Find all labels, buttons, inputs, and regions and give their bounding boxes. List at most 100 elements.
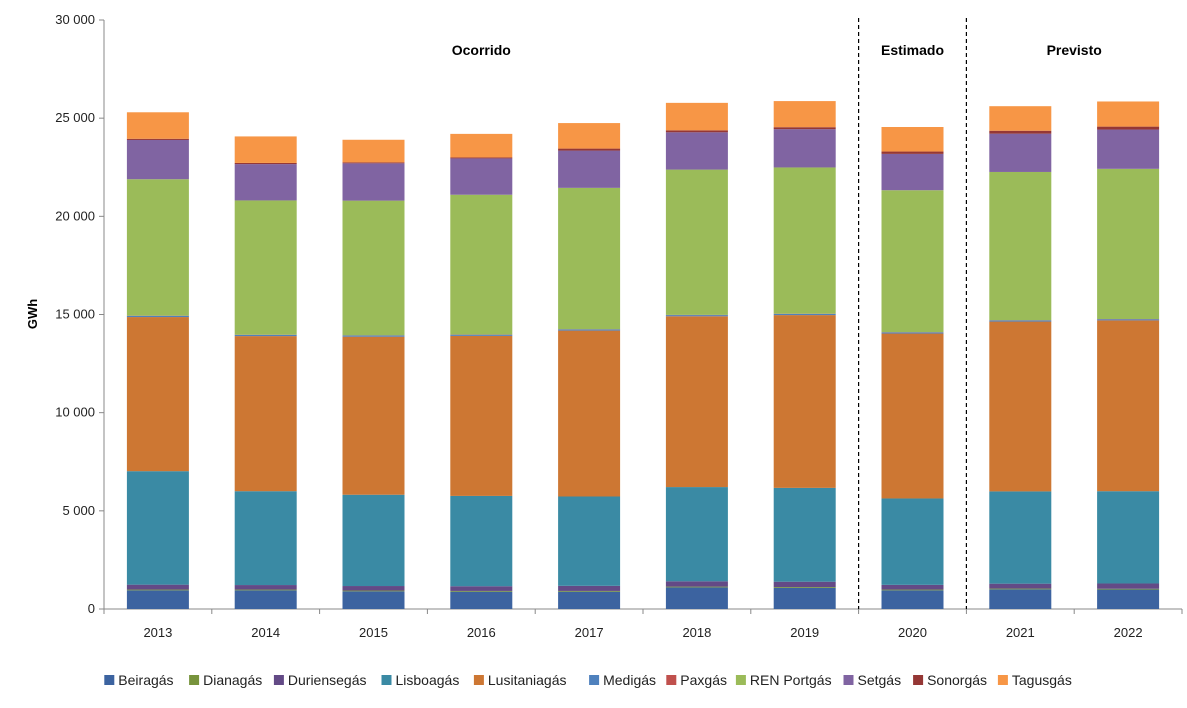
bar-segment (558, 496, 621, 586)
bar-segment (234, 590, 297, 609)
legend-swatch (473, 675, 484, 685)
bar-segment (881, 584, 944, 590)
bar-segment (773, 487, 836, 582)
bar-segment (558, 148, 621, 151)
bar-segment (450, 591, 513, 609)
bar-segment (234, 334, 297, 337)
bar-segment (126, 112, 189, 139)
bar-segment (989, 321, 1052, 492)
legend-label: Dianagás (203, 672, 262, 688)
x-tick-label: 2014 (251, 625, 280, 640)
bar-segment (1097, 320, 1160, 492)
bar-segment (773, 587, 836, 609)
bar-segment (989, 583, 1052, 589)
bar-segment (126, 317, 189, 472)
labels: Ocorrido Estimado Previsto (452, 42, 1102, 58)
bar-segment (881, 589, 944, 591)
bar-segment (234, 336, 297, 492)
bar-segment (342, 590, 405, 592)
bar-segment (450, 495, 513, 587)
x-tick-label: 2015 (359, 625, 388, 640)
legend-swatch (589, 675, 600, 685)
bar-segment (342, 494, 405, 587)
legend-label: Beiragás (118, 672, 173, 688)
bar-segment (450, 158, 513, 195)
bar-segment (126, 138, 189, 140)
bar-segment (342, 591, 405, 609)
bar-segment (342, 163, 405, 201)
bar-segment (773, 127, 836, 130)
bar-segment (558, 590, 621, 592)
legend-swatch (104, 675, 115, 685)
x-tick-label: 2020 (898, 625, 927, 640)
legend-swatch (666, 675, 677, 685)
bar-segment (1097, 491, 1160, 584)
bar-segment (989, 320, 1052, 322)
bar-segment (1097, 126, 1160, 130)
bar-segment (773, 129, 836, 168)
x-tick-label: 2018 (682, 625, 711, 640)
legend-label: Medigás (603, 672, 656, 688)
bar-segment (342, 139, 405, 163)
bar-segment (773, 313, 836, 316)
bar-segment (881, 498, 944, 585)
bar-segment (1097, 101, 1160, 127)
legend-label: REN Portgás (750, 672, 832, 688)
bar-segment (665, 587, 728, 609)
bar-segment (126, 179, 189, 316)
bar-segment (558, 123, 621, 149)
bar-segment (665, 581, 728, 587)
bar-segment (773, 587, 836, 588)
bar-segment (665, 130, 728, 133)
legend-label: Setgás (858, 672, 902, 688)
bar-segment (773, 315, 836, 488)
legend-label: Lisboagás (396, 672, 460, 688)
legend-label: Sonorgás (927, 672, 987, 688)
legend-label: Tagusgás (1012, 672, 1072, 688)
bar-segment (234, 491, 297, 586)
bar-segment (450, 586, 513, 591)
y-tick-label: 0 (88, 601, 95, 616)
bar-segment (1097, 129, 1160, 169)
bar-segment (881, 190, 944, 333)
bar-segment (342, 162, 405, 164)
legend-swatch (381, 675, 392, 685)
bar-segment (342, 586, 405, 591)
legend-label: Duriensegás (288, 672, 367, 688)
y-tick-label: 30 000 (55, 12, 95, 27)
bars (126, 101, 1160, 609)
legend-swatch (189, 675, 200, 685)
bar-segment (1097, 588, 1160, 590)
y-tick-label: 5 000 (62, 503, 95, 518)
bar-segment (1097, 589, 1160, 609)
bar-segment (665, 487, 728, 582)
bar-segment (450, 157, 513, 159)
y-tick-label: 20 000 (55, 208, 95, 223)
x-tick-label: 2019 (790, 625, 819, 640)
period-label: Ocorrido (452, 42, 511, 58)
bar-segment (665, 132, 728, 170)
bar-segment (1097, 319, 1160, 321)
bar-segment (665, 169, 728, 315)
x-tick-label: 2016 (467, 625, 496, 640)
bar-segment (126, 139, 189, 180)
bar-segment (989, 589, 1052, 609)
bar-segment (450, 194, 513, 335)
bar-segment (881, 332, 944, 334)
bar-segment (450, 590, 513, 592)
period-label: Previsto (1047, 42, 1102, 58)
bar-segment (1097, 583, 1160, 589)
bar-segment (558, 187, 621, 330)
bar-segment (126, 471, 189, 585)
y-tick-label: 25 000 (55, 110, 95, 125)
legend-label: Paxgás (680, 672, 727, 688)
bar-segment (126, 584, 189, 590)
bar-segment (773, 167, 836, 314)
bar-segment (450, 133, 513, 158)
bar-segment (773, 581, 836, 588)
bar-segment (558, 150, 621, 188)
x-tick-label: 2013 (143, 625, 172, 640)
bar-segment (558, 330, 621, 497)
bar-segment (773, 101, 836, 128)
